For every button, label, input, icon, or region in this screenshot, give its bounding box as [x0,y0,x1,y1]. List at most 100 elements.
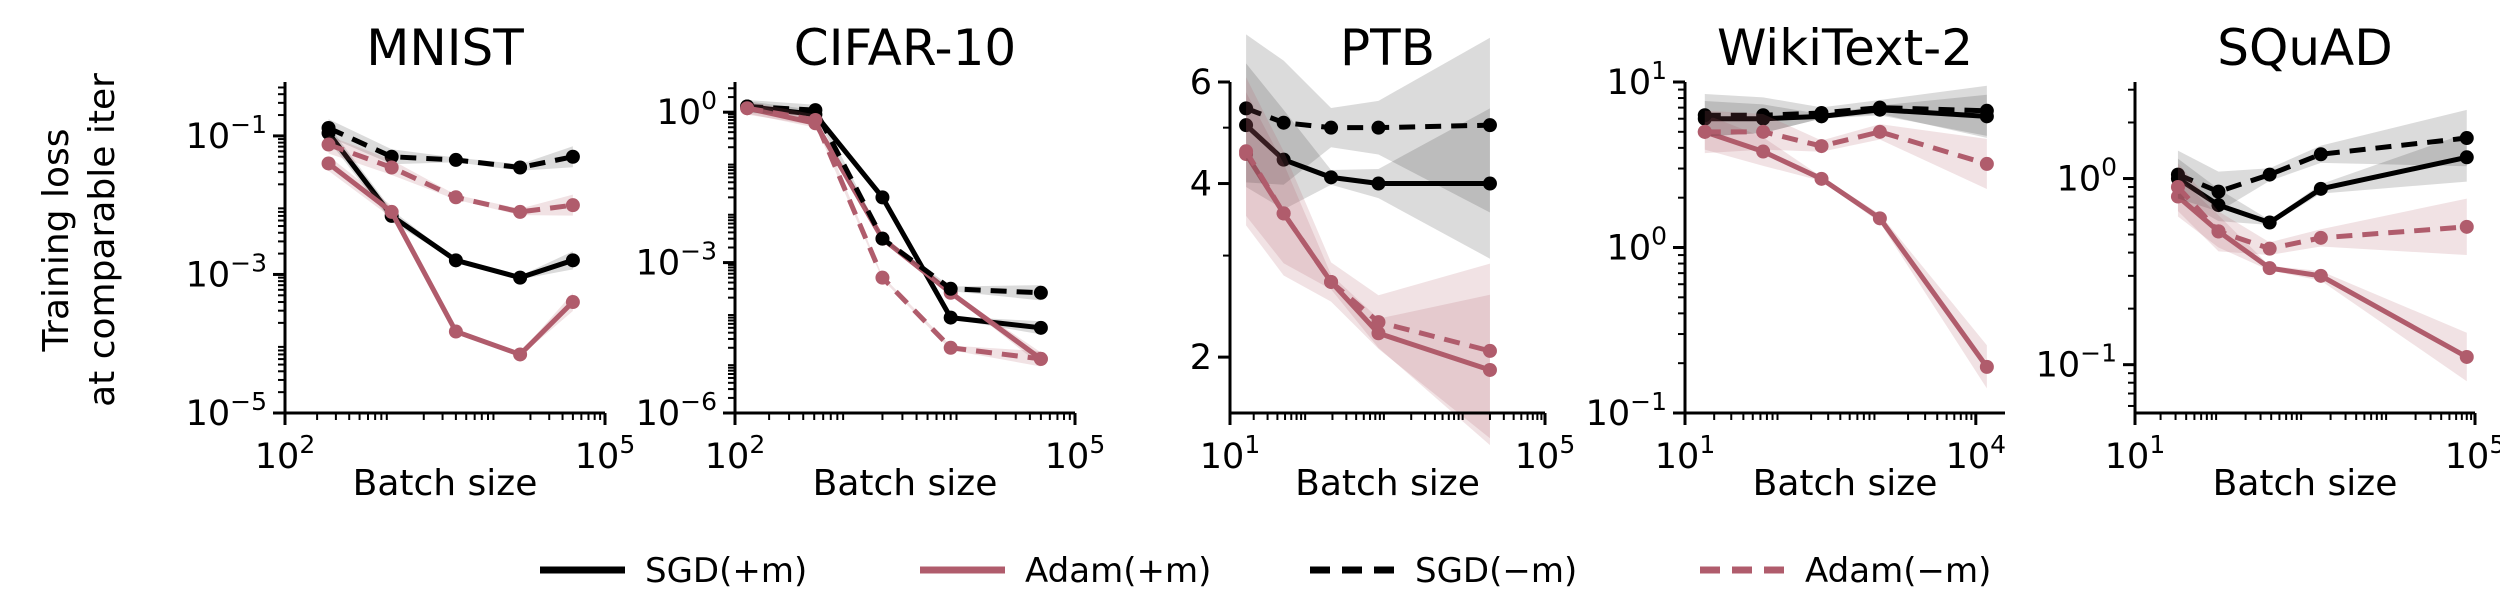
panel-title: WikiText-2 [1717,19,1973,77]
data-point [448,253,463,268]
data-point [2170,180,2185,195]
series-2 [1239,34,1497,213]
data-point [1872,211,1887,226]
data-point [2313,147,2328,162]
y-tick-label: 10−5 [186,387,267,434]
y-tick-label: 101 [1607,56,1667,103]
data-point [1814,139,1829,154]
x-tick-label: 105 [1045,430,1105,477]
data-point [2459,150,2474,165]
legend-item-2: SGD(−m) [1310,551,1577,591]
series-line [2176,135,2468,195]
data-point [2262,261,2277,276]
data-point [1814,105,1829,120]
data-point [1371,326,1386,341]
legend-label: SGD(+m) [645,551,807,591]
data-point [1276,206,1291,221]
y-tick-label: 2 [1190,338,1212,378]
data-point [1033,320,1048,335]
data-point [565,149,580,164]
data-point [1276,152,1291,167]
data-point [1697,108,1712,123]
series-band [1704,94,1987,138]
y-tick-label: 10−3 [636,237,717,284]
data-point [943,340,958,355]
data-point [1239,144,1254,159]
data-point [1979,103,1994,118]
series-3 [321,135,580,219]
data-point [448,190,463,205]
data-point [1697,124,1712,139]
data-point [1872,124,1887,139]
data-point [513,204,528,219]
data-point [875,270,890,285]
data-point [740,101,755,116]
data-point [321,137,336,152]
x-tick-label: 101 [1200,430,1260,477]
data-point [1239,118,1254,133]
data-point [943,310,958,325]
legend-item-1: Adam(+m) [920,551,1211,591]
data-point [943,281,958,296]
series-band [1246,63,1490,259]
panel-title: SQuAD [2217,19,2393,77]
series-band [1704,110,1987,189]
data-point [1482,176,1497,191]
series-3 [2170,163,2474,256]
x-axis-label: Batch size [353,463,538,504]
series-3 [1697,110,1994,189]
y-tick-label: 6 [1190,63,1212,103]
data-point [2313,268,2328,283]
y-tick-label: 10−1 [186,110,267,157]
y-axis-label-line2: at comparable iter [82,73,123,407]
x-axis-label: Batch size [2213,463,2398,504]
data-point [2262,241,2277,256]
data-point [2211,224,2226,239]
series-3 [1239,77,1497,439]
data-point [321,156,336,171]
data-point [2313,181,2328,196]
legend-item-3: Adam(−m) [1700,551,1991,591]
data-point [448,152,463,167]
data-point [1979,359,1994,374]
series-2 [740,99,1048,301]
y-tick-label: 10−1 [1586,387,1667,434]
chart-panel-4: SQuAD 101 105 100 10−1 Batch size [2036,19,2500,504]
y-tick-label: 100 [2057,153,2117,200]
data-point [384,204,399,219]
x-tick-label: 105 [575,430,635,477]
series-0 [2170,133,2474,230]
legend-label: Adam(−m) [1805,551,1991,591]
data-point [1482,118,1497,133]
data-point [1371,120,1386,135]
x-tick-label: 101 [2105,430,2165,477]
series-band [747,100,1041,301]
chart-panel-3: WikiText-2 101 104 101 100 10−1 Batch size [1586,19,2006,504]
series-band [1246,34,1490,213]
data-point [1276,115,1291,130]
data-point [2459,219,2474,234]
data-point [513,270,528,285]
series-band [1246,77,1490,439]
data-point [2211,198,2226,213]
data-point [2313,230,2328,245]
x-tick-label: 105 [2445,430,2500,477]
x-tick-label: 101 [1655,430,1715,477]
x-axis-label: Batch size [813,463,998,504]
data-point [1033,285,1048,300]
data-point [1324,120,1339,135]
data-point [1324,274,1339,289]
series-2 [2170,109,2474,212]
y-tick-label: 10−1 [2036,339,2117,386]
data-point [1324,170,1339,185]
series-0 [740,99,1048,335]
data-point [875,190,890,205]
data-point [1482,343,1497,358]
data-point [1979,156,1994,171]
series-band [1246,92,1490,446]
data-point [875,231,890,246]
legend-label: Adam(+m) [1025,551,1211,591]
data-point [565,253,580,268]
